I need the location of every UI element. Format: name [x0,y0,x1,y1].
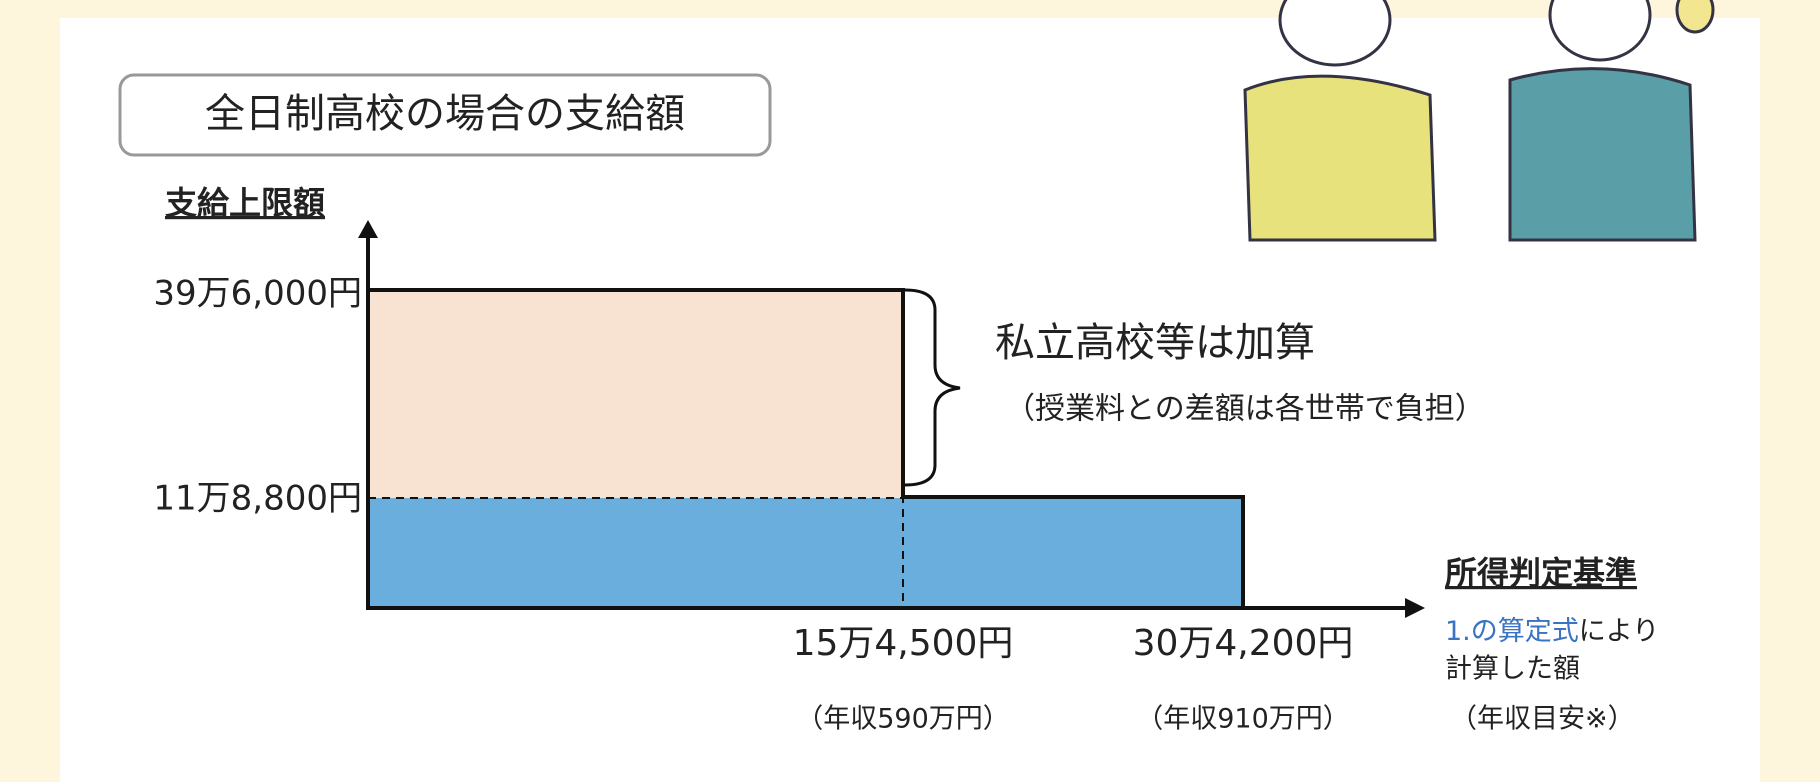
x-note-line: 計算した額 [1445,654,1580,685]
x-note-line: （年収目安※） [1450,704,1635,735]
x-tick-amount: 15万4,500円 [793,623,1014,664]
x-note-rest: により [1579,616,1659,647]
bracket-text: 私立高校等は加算 [995,320,1315,366]
x-note-highlight: 1.の算定式 [1445,616,1579,647]
x-note: 1.の算定式により [1445,616,1659,647]
x-axis-label: 所得判定基準 [1445,554,1637,592]
bracket-note: （授業料との差額は各世帯で負担） [1005,392,1485,427]
y-axis-label: 支給上限額 [165,184,325,222]
x-tick-income: （年収590万円） [796,704,1010,735]
base-bar [368,498,1243,608]
x-tick-income: （年収910万円） [1136,704,1350,735]
y-lower-label: 11万8,800円 [153,479,362,519]
y-upper-label: 39万6,000円 [153,274,362,314]
title: 全日制高校の場合の支給額 [205,91,685,137]
private-bar [368,290,903,498]
diagram: 全日制高校の場合の支給額 支給上限額 39万6,000円 11万8,800円 私… [0,0,1820,782]
x-tick-amount: 30万4,200円 [1133,623,1354,664]
